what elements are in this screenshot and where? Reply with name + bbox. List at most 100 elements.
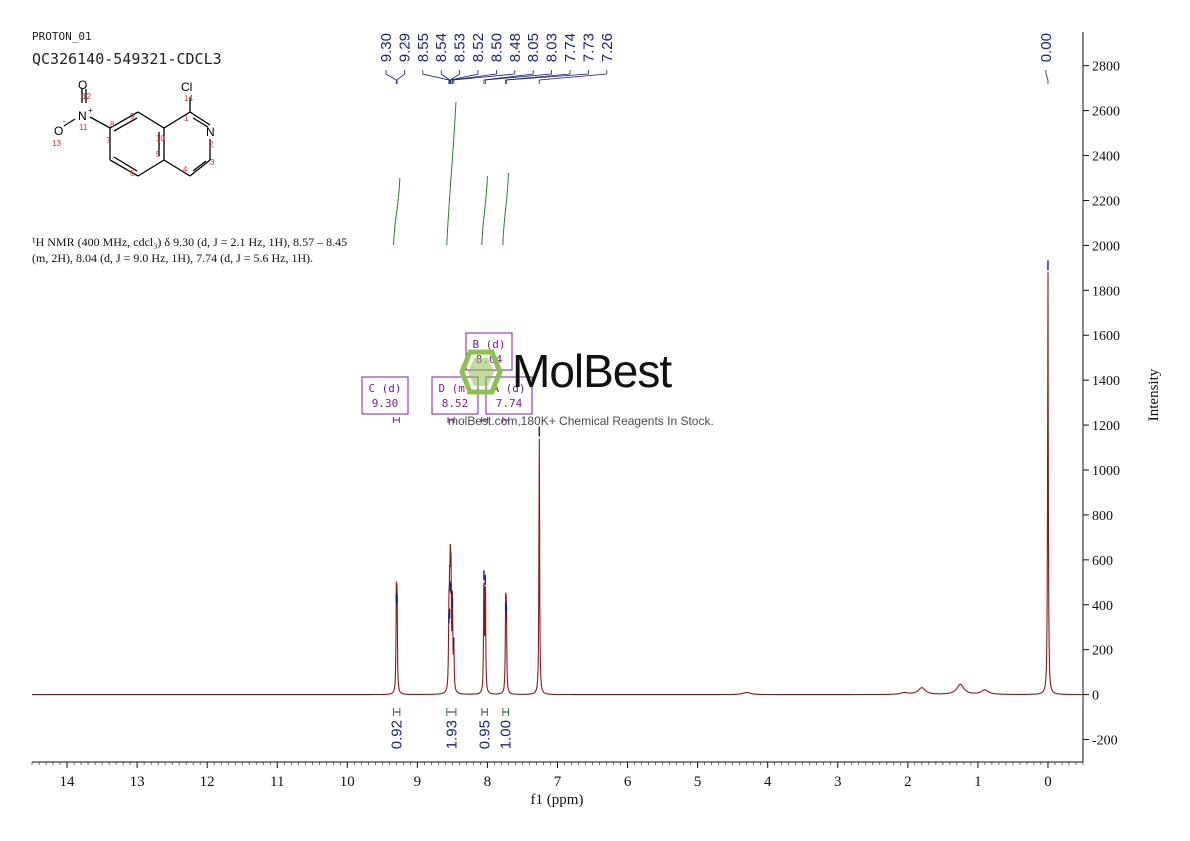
charge-plus: + (88, 106, 93, 115)
atom-index: 5 (156, 150, 161, 159)
molbest-logo-icon (459, 349, 503, 395)
peak-leader-line (505, 70, 589, 84)
y-axis-label: Intensity (1146, 368, 1162, 421)
y-tick-label: 2400 (1092, 150, 1120, 165)
peak-label: 8.55 (415, 33, 432, 62)
peak-leader-line (483, 70, 534, 84)
atom-n-nitro: N (78, 109, 87, 123)
peak-leader-line (422, 70, 450, 84)
integral-curve (446, 101, 457, 246)
peak-label: 8.50 (488, 33, 505, 62)
y-tick-label: 2600 (1092, 105, 1120, 120)
charge-minus: - (63, 117, 66, 126)
x-tick-label: 4 (764, 774, 772, 790)
x-tick-label: 7 (554, 774, 562, 790)
peak-label: 7.74 (562, 33, 579, 62)
integral-value: 1.00 (498, 720, 515, 749)
peak-label: 8.05 (525, 33, 542, 62)
watermark-logo-text: MolBest (512, 345, 672, 397)
atom-o-left: O (54, 124, 63, 138)
y-tick-label: 800 (1092, 509, 1113, 524)
integral-curve (502, 172, 509, 246)
atom-index: 2 (209, 140, 214, 149)
multiplet-box (361, 376, 409, 415)
peak-leader-line (538, 70, 608, 84)
integral-value: 1.93 (443, 720, 460, 749)
peak-leader-line (449, 70, 461, 84)
x-tick-label: 13 (130, 774, 145, 790)
watermark-tagline: molBest.com,180K+ Chemical Reagents In S… (448, 414, 714, 428)
peak-label: 0.00 (1038, 33, 1055, 62)
peak-label: 7.73 (580, 33, 597, 62)
peak-leader-line (451, 70, 497, 84)
experiment-name: PROTON_01 (32, 30, 92, 43)
sample-id: QC326140-549321-CDCL3 (32, 50, 222, 68)
peak-leader-line (450, 70, 479, 84)
multiplet-box (431, 376, 479, 415)
y-tick-label: 600 (1092, 554, 1113, 569)
atom-index: 4 (183, 165, 188, 174)
atom-index: 1 (184, 114, 189, 123)
integral-curve (481, 175, 488, 246)
integral-curve (393, 177, 401, 246)
peak-leader-line (440, 70, 450, 84)
molecule-structure: Cl O N O N 14 12 + 11 - 13 9 10 1 2 3 4 … (52, 78, 215, 178)
atom-index: 13 (52, 139, 61, 148)
bond (109, 111, 139, 129)
peak-label: 8.54 (433, 33, 450, 62)
x-tick-label: 10 (340, 774, 355, 790)
atom-index: 14 (184, 94, 193, 103)
y-tick-label: 200 (1092, 644, 1113, 659)
atom-index: 10 (156, 134, 165, 143)
y-tick-label: 400 (1092, 599, 1113, 614)
integral-value: 0.95 (477, 720, 494, 749)
atom-index: 7 (106, 136, 111, 145)
peak-leader-line (484, 70, 552, 84)
atom-index: 6 (130, 169, 135, 178)
peak-leader-line (453, 70, 516, 84)
peak-leader-line (1045, 70, 1049, 84)
y-tick-label: 1400 (1092, 374, 1120, 389)
atom-index: 9 (130, 112, 135, 121)
y-tick-label: 2800 (1092, 60, 1120, 75)
y-tick-label: 1000 (1092, 464, 1120, 479)
atom-index: 12 (82, 92, 91, 101)
multiplet-label: C (d) (368, 382, 401, 395)
atom-cl: Cl (181, 80, 192, 94)
atom-n-ring: N (206, 125, 215, 139)
peak-label: 7.26 (599, 33, 616, 62)
peak-label: 8.48 (507, 33, 524, 62)
spectrum-line (32, 272, 1083, 696)
atom-index: 11 (79, 123, 88, 132)
multiplet-value: 8.52 (442, 397, 469, 410)
y-tick-label: -200 (1092, 734, 1118, 749)
y-tick-label: 1800 (1092, 284, 1120, 299)
x-axis-label: f1 (ppm) (531, 792, 584, 808)
x-tick-label: 9 (414, 774, 422, 790)
x-tick-label: 12 (200, 774, 215, 790)
multiplet-label: A (d) (492, 382, 525, 395)
peak-label: 9.30 (378, 33, 395, 62)
peak-label: 8.52 (470, 33, 487, 62)
peak-leader-line (505, 70, 571, 84)
peak-label: 9.29 (396, 33, 413, 62)
atom-o-top: O (78, 78, 87, 92)
peak-leader-line (396, 70, 405, 84)
multiplet-value: 9.30 (372, 397, 399, 410)
x-tick-label: 1 (974, 774, 982, 790)
peak-leader-line (385, 70, 397, 84)
integral-value: 0.92 (389, 720, 406, 749)
atom-index: 8 (110, 120, 115, 129)
x-tick-label: 11 (270, 774, 284, 790)
y-tick-label: 1600 (1092, 329, 1120, 344)
x-tick-label: 14 (60, 774, 76, 790)
y-tick-label: 2200 (1092, 194, 1120, 209)
nmr-summary-text: ¹H NMR (400 MHz, cdcl₃) δ 9.30 (d, J = 2… (32, 235, 348, 265)
y-tick-label: 2000 (1092, 239, 1120, 254)
x-tick-label: 2 (904, 774, 912, 790)
multiplet-label: D (m) (438, 382, 471, 395)
multiplet-value: 7.74 (496, 397, 523, 410)
x-tick-label: 0 (1044, 774, 1052, 790)
